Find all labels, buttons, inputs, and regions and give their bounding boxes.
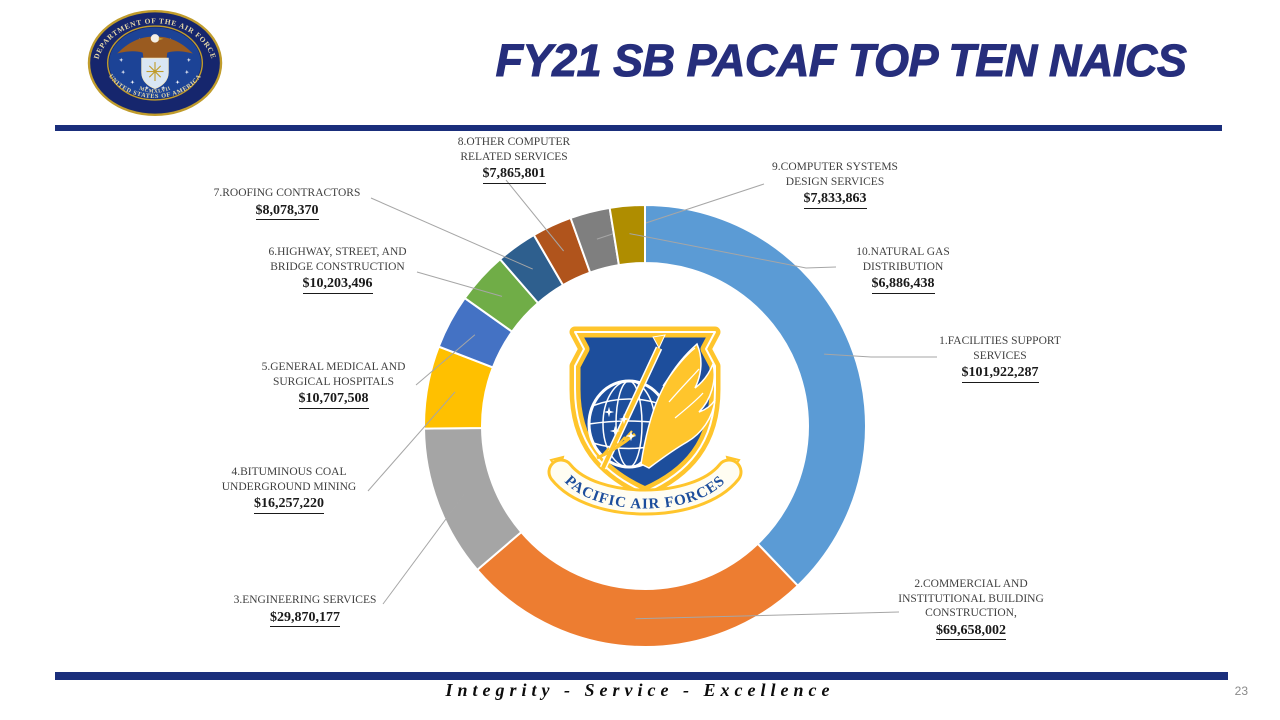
- chart-label-value: $29,870,177: [270, 610, 340, 627]
- chart-label-5: 5.GENERAL MEDICAL AND SURGICAL HOSPITALS…: [246, 360, 421, 409]
- seal-star-icon: [118, 57, 124, 63]
- chart-leader-5: [415, 334, 476, 386]
- emblem-banner: [547, 455, 743, 516]
- seal-star-icon: [186, 57, 192, 63]
- chart-leader-1: [824, 353, 937, 358]
- chart-label-9: 9.COMPUTER SYSTEMS DESIGN SERVICES $7,833…: [756, 160, 914, 209]
- chart-label-1: 1.FACILITIES SUPPORT SERVICES $101,922,28…: [920, 334, 1080, 383]
- chart-label-category: 6.HIGHWAY, STREET, AND BRIDGE CONSTRUCTI…: [268, 246, 407, 273]
- emblem-star-icon: [625, 430, 637, 442]
- chart-leader-7: [370, 197, 533, 270]
- chart-label-value: $8,078,370: [255, 203, 319, 220]
- chart-slice-1: [644, 203, 867, 588]
- chart-label-3: 3.ENGINEERING SERVICES $29,870,177: [190, 593, 420, 627]
- chart-label-10: 10.NATURAL GAS DISTRIBUTION $6,886,438: [840, 245, 966, 294]
- emblem-star-icon: [603, 406, 615, 418]
- seal-star-icon: [184, 69, 190, 75]
- chart-label-category: 7.ROOFING CONTRACTORS: [213, 187, 361, 199]
- bottom-divider-rule: [55, 672, 1228, 680]
- seal-eagle-icon: [117, 34, 193, 61]
- chart-label-8: 8.OTHER COMPUTER RELATED SERVICES $7,865,…: [440, 135, 588, 184]
- chart-label-category: 1.FACILITIES SUPPORT SERVICES: [939, 335, 1061, 362]
- chart-label-6: 6.HIGHWAY, STREET, AND BRIDGE CONSTRUCTI…: [250, 245, 425, 294]
- svg-text:MCMXLVII: MCMXLVII: [138, 86, 171, 95]
- motto-text: Integrity - Service - Excellence: [445, 680, 835, 700]
- chart-slice-10: [608, 203, 646, 267]
- chart-label-value: $10,203,496: [302, 276, 373, 294]
- chart-label-7: 7.ROOFING CONTRACTORS $8,078,370: [172, 186, 402, 220]
- chart-label-category: 8.OTHER COMPUTER RELATED SERVICES: [457, 136, 571, 163]
- seal-star-icon: [144, 85, 150, 90]
- chart-leader-4: [367, 391, 456, 492]
- seal-star-icon: [175, 79, 180, 85]
- chart-label-4: 4.BITUMINOUS COAL UNDERGROUND MINING $16,…: [203, 465, 375, 514]
- chart-leader-6: [416, 271, 503, 297]
- daf-seal-logo: DEPARTMENT OF THE AIR FORCE UNITED STATE…: [87, 9, 223, 117]
- pacaf-emblem-logo: PACIFIC AIR FORCES: [547, 326, 743, 516]
- chart-label-category: 10.NATURAL GAS DISTRIBUTION: [856, 246, 950, 273]
- seal-star-icon: [130, 79, 135, 85]
- chart-label-value: $6,886,438: [871, 276, 935, 294]
- chart-label-category: 2.COMMERCIAL AND INSTITUTIONAL BUILDING …: [898, 578, 1044, 620]
- seal-year-text: MCMXLVII: [138, 86, 171, 95]
- chart-label-category: 9.COMPUTER SYSTEMS DESIGN SERVICES: [772, 161, 898, 188]
- chart-label-value: $7,865,801: [482, 166, 546, 184]
- chart-leader-2: [635, 611, 900, 620]
- chart-label-category: 5.GENERAL MEDICAL AND SURGICAL HOSPITALS: [261, 361, 406, 388]
- seal-star-icon: [120, 69, 126, 75]
- emblem-star-icon: [618, 413, 630, 425]
- emblem-star-icon: [609, 425, 621, 437]
- emblem-stars: [603, 406, 637, 442]
- chart-label-2: 2.COMMERCIAL AND INSTITUTIONAL BUILDING …: [882, 577, 1060, 641]
- chart-label-category: 3.ENGINEERING SERVICES: [233, 594, 377, 606]
- chart-leader-10: [629, 233, 837, 269]
- chart-label-value: $7,833,863: [803, 191, 867, 209]
- seal-star-icon: [160, 85, 166, 90]
- chart-label-value: $16,257,220: [254, 496, 324, 514]
- top-divider-rule: [55, 125, 1222, 131]
- seal-crest-icon: [141, 57, 169, 90]
- chart-leader-8: [505, 179, 564, 252]
- chart-leader-3: [382, 493, 465, 605]
- slide-title: FY21 SB PACAF TOP TEN NAICS: [495, 35, 1187, 86]
- emblem-wing-icon: [640, 342, 716, 469]
- seal-inner-ring: [106, 25, 204, 101]
- chart-label-value: $10,707,508: [298, 391, 369, 409]
- chart-label-value: $101,922,287: [961, 365, 1039, 383]
- page-number: 23: [1234, 684, 1248, 698]
- chart-label-value: $69,658,002: [936, 623, 1006, 641]
- chart-label-category: 4.BITUMINOUS COAL UNDERGROUND MINING: [221, 466, 357, 493]
